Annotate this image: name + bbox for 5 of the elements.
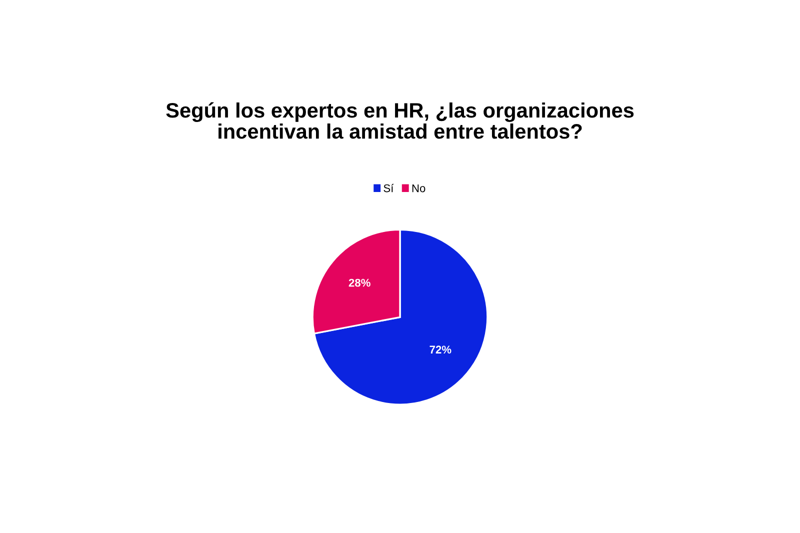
data-label: 28% (348, 278, 370, 287)
chart-title: Según los expertos en HR, ¿las organizaciones incentivan la amistad entre talentos? (166, 102, 634, 139)
legend-label: Sí (384, 184, 394, 192)
data-label: 72% (430, 346, 452, 354)
legend-label: No (412, 184, 426, 192)
